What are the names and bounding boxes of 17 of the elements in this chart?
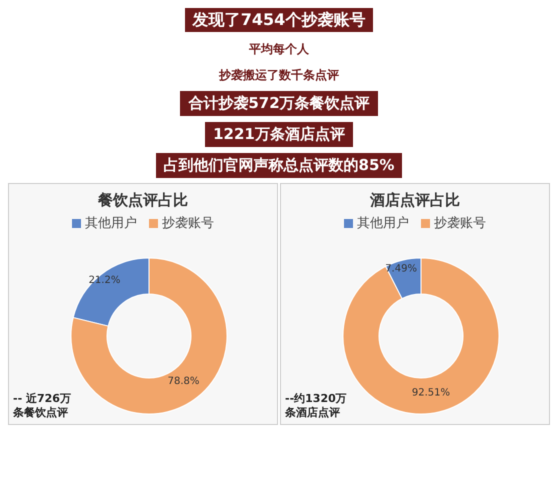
text: -- 近726万条餐饮点评	[13, 392, 72, 420]
text: --约1320万条酒店点评	[285, 392, 348, 420]
text: 1221万条酒店点评	[205, 122, 353, 147]
chart-title: 酒店点评占比	[369, 190, 461, 210]
legend-label: 其他用户	[84, 215, 137, 232]
text: 发现了7454个抄袭账号	[184, 8, 374, 32]
donut-slice	[70, 258, 228, 414]
legend-label: 抄袭账号	[433, 215, 486, 232]
legend-label: 抄袭账号	[161, 215, 214, 232]
text: 合计抄袭572万条餐饮点评	[180, 91, 378, 116]
text: 抄袭搬运了数千条点评	[218, 67, 340, 84]
chart-title: 餐饮点评占比	[97, 190, 189, 210]
legend-label: 其他用户	[356, 215, 409, 232]
text: 占到他们官网声称总点评数的85%	[156, 153, 402, 178]
text: 平均每个人	[248, 41, 310, 58]
data-label: 78.8%	[168, 376, 200, 387]
data-label: 92.51%	[412, 388, 450, 399]
